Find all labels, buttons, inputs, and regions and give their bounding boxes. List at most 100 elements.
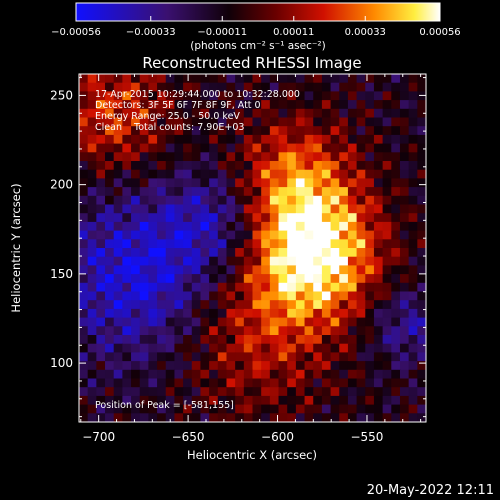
heatmap-cell	[148, 335, 158, 345]
heatmap-cell	[321, 317, 332, 327]
heatmap-cell	[313, 82, 323, 92]
heatmap-cell	[243, 378, 254, 388]
heatmap-cell	[365, 178, 375, 188]
heatmap-cell	[105, 265, 115, 275]
heatmap-cell	[261, 187, 271, 197]
heatmap-cell	[373, 143, 384, 153]
heatmap-cell	[131, 274, 141, 284]
heatmap-cell	[356, 361, 366, 371]
heatmap-cell	[339, 395, 349, 406]
heatmap-cell	[96, 126, 106, 136]
heatmap-cell	[261, 248, 271, 258]
heatmap-cell	[252, 117, 262, 127]
heatmap-cell	[209, 265, 219, 275]
heatmap-cell	[399, 134, 410, 145]
heatmap-cell	[200, 108, 210, 119]
heatmap-cell	[165, 404, 176, 414]
heatmap-cell	[278, 248, 288, 258]
heatmap-cell	[382, 82, 392, 92]
heatmap-cell	[217, 178, 228, 188]
heatmap-cell	[287, 221, 297, 232]
heatmap-cell	[365, 126, 375, 136]
x-tick-label: −650	[172, 430, 205, 444]
heatmap-cell	[313, 326, 323, 336]
heatmap-cell	[165, 143, 176, 153]
heatmap-cell	[417, 91, 426, 101]
heatmap-cell	[382, 213, 392, 223]
heatmap-cell	[295, 100, 306, 110]
heatmap-cell	[373, 134, 384, 145]
heatmap-cell	[87, 204, 97, 214]
heatmap-cell	[122, 343, 132, 353]
heatmap-cell	[408, 378, 418, 388]
heatmap-cell	[105, 335, 115, 345]
heatmap-cell	[105, 143, 115, 153]
heatmap-cell	[191, 161, 202, 171]
heatmap-cell	[243, 274, 254, 284]
heatmap-cell	[148, 282, 158, 293]
heatmap-cell	[148, 74, 158, 84]
heatmap-cell	[321, 187, 332, 197]
heatmap-cell	[96, 230, 106, 240]
heatmap-cell	[295, 326, 306, 336]
heatmap-cell	[356, 117, 366, 127]
heatmap-cell	[252, 282, 262, 293]
heatmap-cell	[79, 230, 89, 240]
heatmap-cell	[391, 91, 401, 101]
heatmap-cell	[339, 326, 349, 336]
heatmap-cell	[382, 239, 392, 249]
heatmap-cell	[226, 265, 236, 275]
heatmap-cell	[122, 108, 132, 119]
heatmap-cell	[200, 395, 210, 406]
heatmap-cell	[122, 378, 132, 388]
heatmap-cell	[373, 82, 384, 92]
heatmap-cell	[174, 195, 184, 206]
heatmap-cell	[347, 352, 358, 362]
heatmap-cell	[139, 404, 150, 414]
heatmap-cell	[139, 221, 150, 232]
heatmap-cell	[217, 169, 228, 179]
heatmap-cell	[330, 317, 340, 327]
heatmap-cell	[96, 248, 106, 258]
heatmap-cell	[165, 74, 176, 84]
heatmap-cell	[113, 195, 123, 206]
heatmap-cell	[243, 300, 254, 310]
heatmap-cell	[79, 117, 89, 127]
heatmap-cell	[226, 117, 236, 127]
heatmap-cell	[321, 126, 332, 136]
heatmap-cell	[217, 91, 228, 101]
heatmap-cell	[261, 326, 271, 336]
heatmap-cell	[373, 369, 384, 380]
heatmap-cell	[191, 317, 202, 327]
heatmap-cell	[278, 213, 288, 223]
colorbar-tick-label: 0.00011	[273, 27, 314, 38]
heatmap-cell	[79, 178, 89, 188]
heatmap-cell	[356, 178, 366, 188]
heatmap-cell	[278, 117, 288, 127]
heatmap-cell	[157, 91, 167, 101]
heatmap-cell	[113, 291, 123, 301]
heatmap-cell	[157, 265, 167, 275]
heatmap-cell	[191, 91, 202, 101]
heatmap-cell	[243, 343, 254, 353]
heatmap-cell	[269, 152, 280, 162]
heatmap-cell	[79, 134, 89, 145]
heatmap-cell	[347, 230, 358, 240]
heatmap-cell	[295, 256, 306, 266]
heatmap-cell	[304, 326, 314, 336]
heatmap-cell	[96, 195, 106, 206]
heatmap-cell	[330, 413, 340, 422]
colorbar-tick-label: 0.00056	[419, 27, 460, 38]
heatmap-cell	[304, 413, 314, 422]
heatmap-cell	[209, 326, 219, 336]
heatmap-cell	[79, 308, 89, 319]
heatmap-cell	[278, 74, 288, 84]
heatmap-cell	[339, 178, 349, 188]
heatmap-cell	[399, 395, 410, 406]
heatmap-cell	[295, 343, 306, 353]
heatmap-cell	[113, 204, 123, 214]
heatmap-cell	[139, 239, 150, 249]
heatmap-cell	[295, 230, 306, 240]
heatmap-cell	[382, 361, 392, 371]
heatmap-cell	[226, 317, 236, 327]
